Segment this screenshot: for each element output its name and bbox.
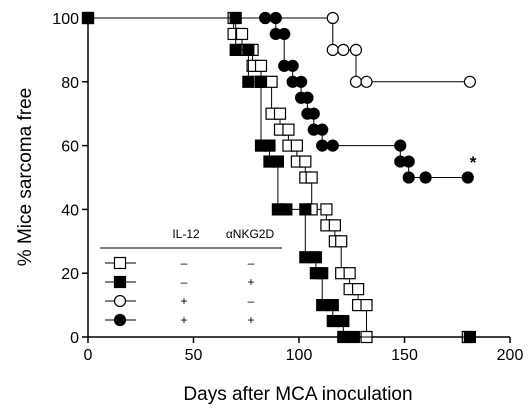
series-filled-circle xyxy=(81,11,474,184)
data-point xyxy=(269,11,282,25)
y-tick-label: 40 xyxy=(61,202,79,219)
data-point xyxy=(259,11,272,25)
legend-row: – – xyxy=(105,256,255,270)
legend-il12-value: + xyxy=(180,294,187,308)
data-point xyxy=(326,11,339,25)
data-point xyxy=(419,171,432,184)
legend-marker xyxy=(113,294,127,308)
data-point xyxy=(309,251,322,264)
data-point xyxy=(280,203,293,216)
data-point xyxy=(299,155,312,168)
legend-header-ankg2d: αNKG2D xyxy=(226,227,275,241)
x-tick-label: 200 xyxy=(497,347,524,364)
legend-ankg2d-value: – xyxy=(248,294,255,308)
data-point xyxy=(326,139,339,152)
data-point xyxy=(351,283,365,296)
axes: 0 20 40 60 80 100 0 50 100 150 200 xyxy=(52,11,523,364)
data-point xyxy=(242,75,255,88)
data-point xyxy=(402,171,415,184)
data-point xyxy=(394,139,407,152)
data-point xyxy=(81,11,95,25)
data-point xyxy=(305,171,318,184)
data-point xyxy=(307,107,320,120)
data-point xyxy=(349,43,363,57)
data-point xyxy=(299,251,312,264)
data-point xyxy=(326,314,339,328)
legend-ankg2d-value: – xyxy=(248,256,255,270)
data-point xyxy=(235,27,249,41)
data-point xyxy=(326,43,339,57)
legend-row: – + xyxy=(105,275,255,289)
data-point xyxy=(463,75,477,88)
data-point xyxy=(360,299,373,312)
series-layer xyxy=(81,11,477,344)
data-point xyxy=(463,330,477,344)
data-point xyxy=(295,75,308,88)
x-tick-label: 100 xyxy=(286,347,313,364)
data-point xyxy=(265,75,278,88)
data-point xyxy=(335,235,348,248)
legend-il12-value: + xyxy=(180,313,187,327)
data-point xyxy=(316,123,329,136)
data-point xyxy=(254,75,268,88)
y-tick-label: 60 xyxy=(61,139,79,156)
data-point xyxy=(461,171,474,184)
data-point xyxy=(337,314,350,328)
legend-il12-value: – xyxy=(181,275,188,289)
data-point xyxy=(320,203,333,216)
series-line xyxy=(88,17,470,83)
legend-marker xyxy=(113,275,127,289)
x-axis-title: Days after MCA inoculation xyxy=(183,384,412,405)
data-point xyxy=(229,43,242,57)
y-tick-label: 100 xyxy=(52,11,79,28)
legend-header-il12: IL-12 xyxy=(172,227,200,241)
data-point xyxy=(278,27,291,41)
y-tick-label: 20 xyxy=(61,266,79,283)
data-point xyxy=(282,123,295,136)
x-tick-label: 50 xyxy=(185,347,203,364)
series-line xyxy=(88,17,468,178)
data-point xyxy=(316,299,329,312)
y-tick-label: 80 xyxy=(61,75,79,92)
data-point xyxy=(343,267,356,280)
data-point xyxy=(337,43,350,57)
data-point xyxy=(301,91,314,104)
data-point xyxy=(254,59,268,72)
data-point xyxy=(263,139,276,152)
data-point xyxy=(349,75,363,88)
x-tick-label: 0 xyxy=(84,347,93,364)
legend-ankg2d-value: + xyxy=(247,313,254,327)
legend-marker xyxy=(113,256,127,270)
legend-marker xyxy=(113,313,127,327)
legend-il12-value: – xyxy=(181,256,188,270)
series-open-circle xyxy=(81,11,477,88)
x-tick-label: 150 xyxy=(391,347,418,364)
legend-ankg2d-value: + xyxy=(247,275,254,289)
data-point xyxy=(337,330,350,344)
data-point xyxy=(290,139,303,152)
data-point xyxy=(402,155,415,168)
data-point xyxy=(316,267,329,280)
data-point xyxy=(328,219,341,232)
significance-annotation: * xyxy=(470,153,477,172)
legend-row: + – xyxy=(105,294,255,308)
data-point xyxy=(299,203,312,216)
data-point xyxy=(360,75,373,88)
data-point xyxy=(286,59,299,72)
data-point xyxy=(347,330,360,344)
y-axis-title: % Mice sarcoma free xyxy=(15,88,36,266)
data-point xyxy=(271,155,284,168)
data-point xyxy=(316,139,329,152)
data-point xyxy=(242,43,255,57)
data-point xyxy=(326,299,339,312)
legend: IL-12 αNKG2D– –– ++ –+ + xyxy=(100,227,282,327)
data-point xyxy=(273,107,287,120)
legend-row: + + xyxy=(105,313,255,327)
y-tick-label: 0 xyxy=(70,330,79,347)
